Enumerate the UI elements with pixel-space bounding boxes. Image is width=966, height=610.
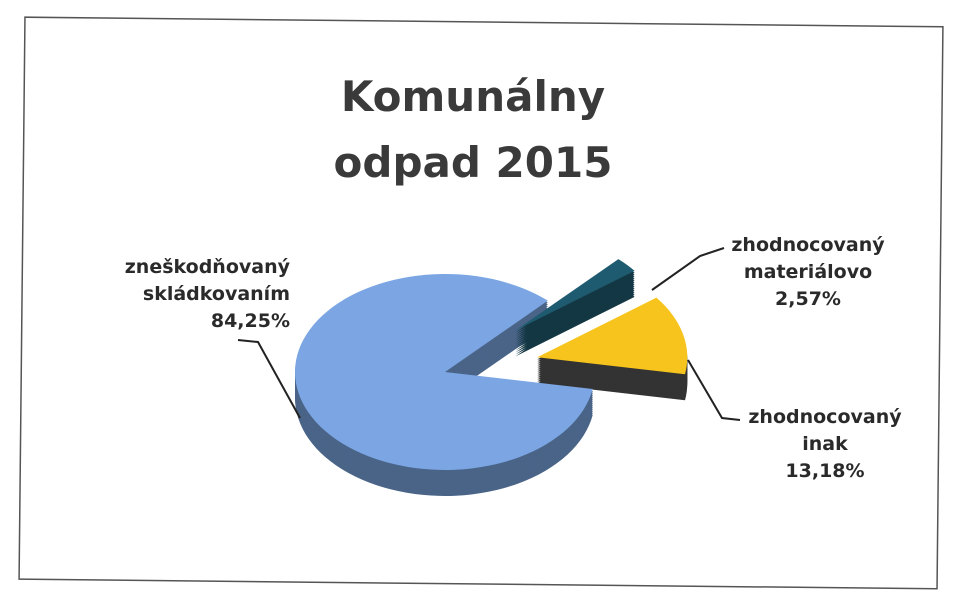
slice <box>515 259 635 331</box>
leader-line <box>237 339 301 419</box>
value-label: 84,25% <box>210 310 290 332</box>
category-label: zhodnocovaný inak <box>748 406 902 455</box>
category-label: zhodnocovaný materiálovo <box>731 234 885 283</box>
value-label: 13,18% <box>785 460 865 482</box>
chart-frame <box>18 16 944 590</box>
leader-line <box>687 359 741 421</box>
category-label: zneškodňovaný skládkovaním <box>124 256 290 305</box>
leader-line <box>651 247 725 291</box>
value-label: 2,57% <box>775 288 841 310</box>
slice <box>537 297 688 375</box>
slice-label: zneškodňovaný skládkovaním 84,25% <box>90 254 290 335</box>
chart-title: Komunálny odpad 2015 <box>333 72 613 187</box>
slice <box>295 274 593 470</box>
slice-label: zhodnocovaný inak 13,18% <box>740 404 910 485</box>
slice-label: zhodnocovaný materiálovo 2,57% <box>718 232 898 313</box>
